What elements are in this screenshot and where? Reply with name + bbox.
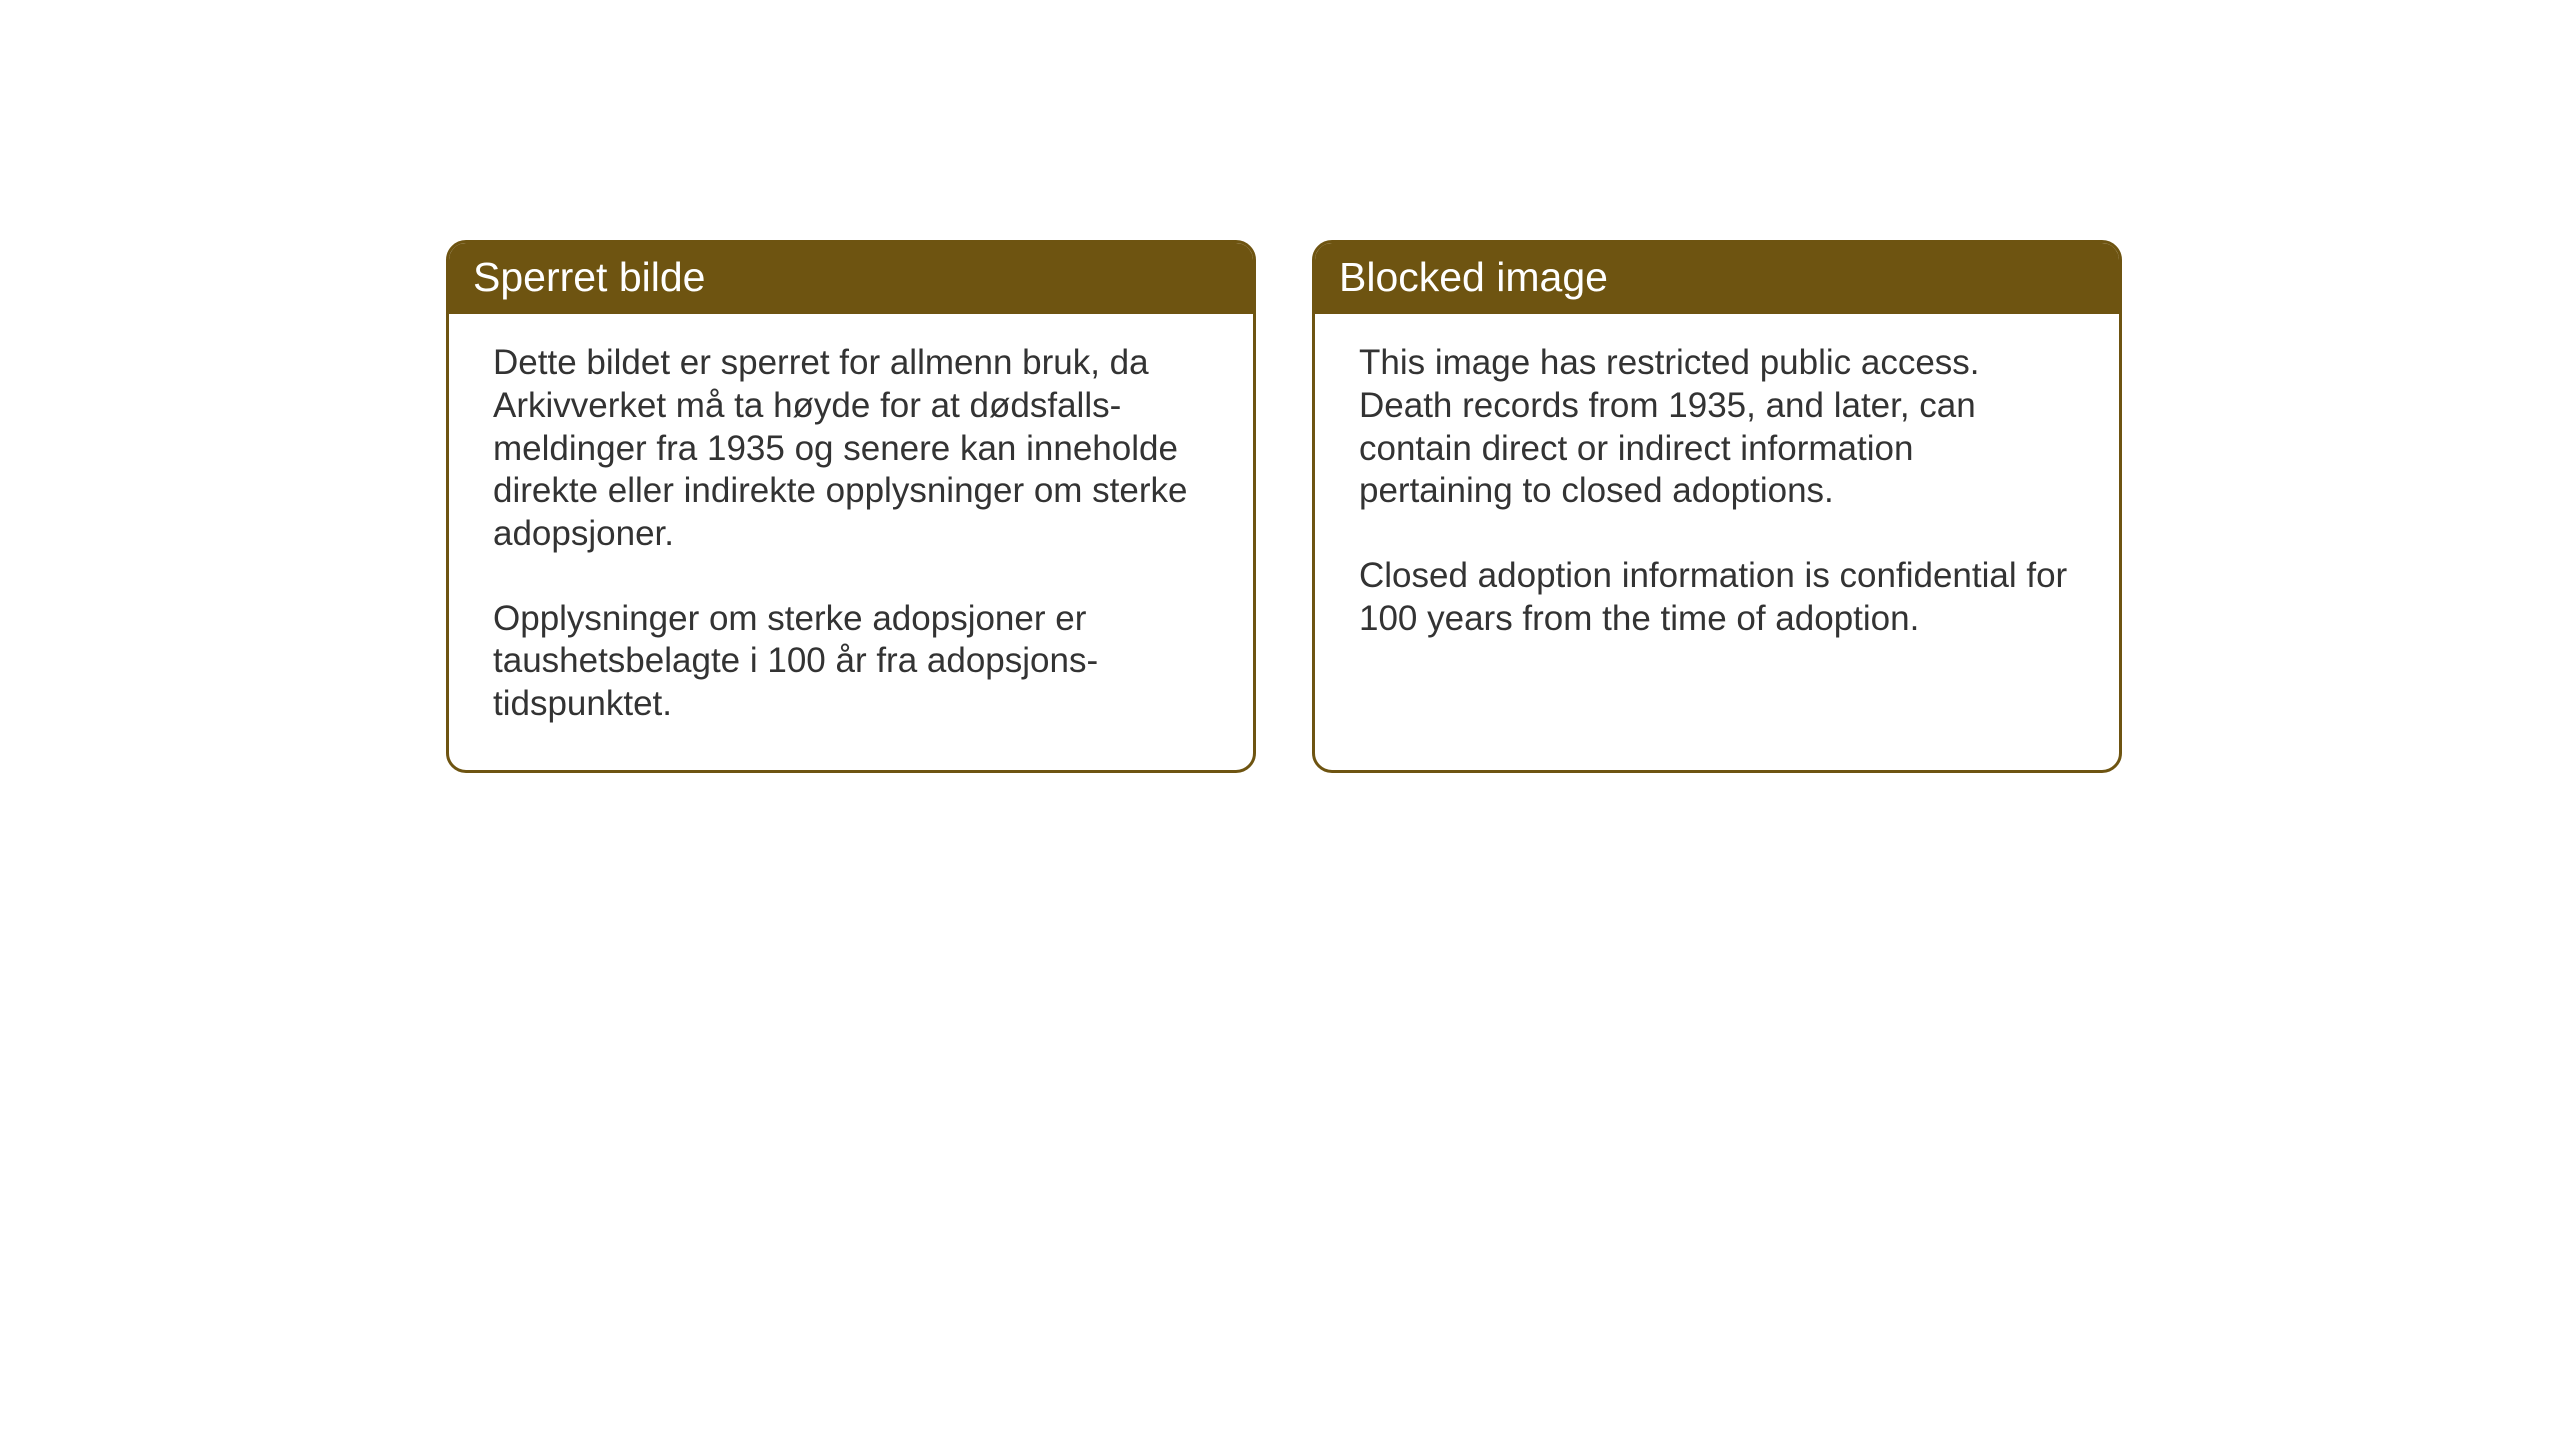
card-english-body: This image has restricted public access.…	[1315, 314, 2119, 684]
card-norwegian-title: Sperret bilde	[449, 243, 1253, 314]
card-english-title: Blocked image	[1315, 243, 2119, 314]
card-english-paragraph-1: This image has restricted public access.…	[1359, 342, 2075, 513]
card-english: Blocked image This image has restricted …	[1312, 240, 2122, 773]
cards-container: Sperret bilde Dette bildet er sperret fo…	[446, 240, 2122, 773]
card-norwegian: Sperret bilde Dette bildet er sperret fo…	[446, 240, 1256, 773]
card-norwegian-paragraph-2: Opplysninger om sterke adopsjoner er tau…	[493, 598, 1209, 726]
card-norwegian-paragraph-1: Dette bildet er sperret for allmenn bruk…	[493, 342, 1209, 555]
card-english-paragraph-2: Closed adoption information is confident…	[1359, 555, 2075, 640]
card-norwegian-body: Dette bildet er sperret for allmenn bruk…	[449, 314, 1253, 770]
